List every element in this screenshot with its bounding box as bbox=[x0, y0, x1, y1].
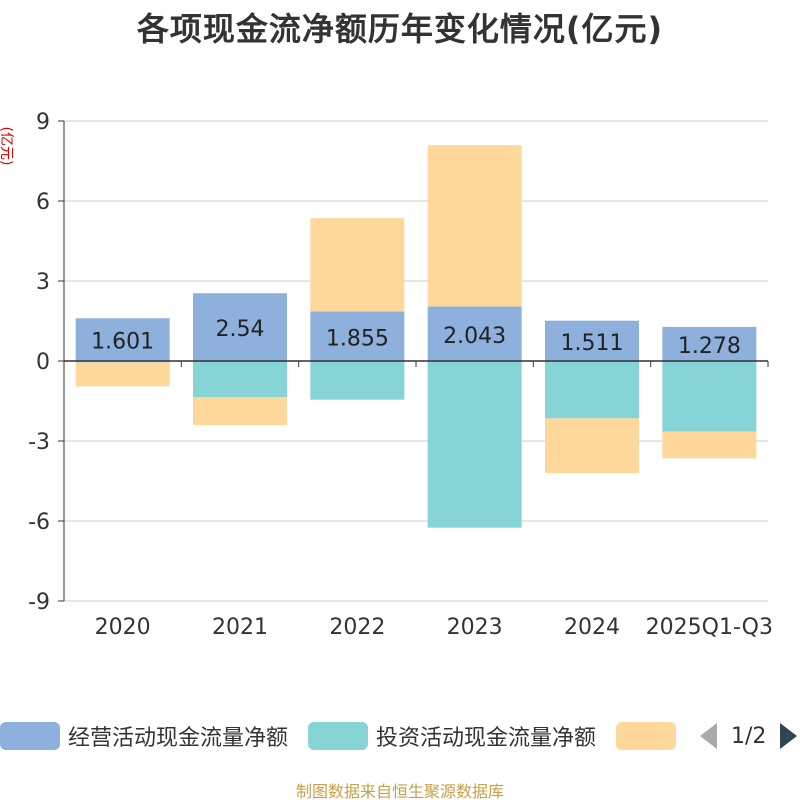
data-label: 1.511 bbox=[561, 331, 624, 356]
legend-swatch bbox=[0, 722, 60, 750]
bar-series-1[interactable] bbox=[662, 361, 757, 432]
data-label: 2.54 bbox=[216, 317, 265, 342]
y-tick-label: -6 bbox=[28, 510, 50, 535]
legend-item-investing[interactable]: 投资活动现金流量净额 bbox=[308, 720, 596, 752]
data-source-note: 制图数据来自恒生聚源数据库 bbox=[295, 782, 504, 801]
x-tick-label: 2025Q1-Q3 bbox=[646, 615, 773, 640]
legend-label: 经营活动现金流量净额 bbox=[68, 726, 289, 751]
y-tick-label: -9 bbox=[28, 590, 50, 615]
data-label: 1.601 bbox=[91, 330, 154, 355]
bar-series-2[interactable] bbox=[310, 218, 405, 312]
bar-series-0[interactable] bbox=[193, 293, 287, 361]
x-tick-label: 2021 bbox=[212, 615, 268, 640]
y-tick-label: 0 bbox=[36, 350, 50, 375]
x-tick-label: 2022 bbox=[329, 615, 385, 640]
bar-series-0[interactable] bbox=[662, 326, 757, 361]
x-tick-label: 2020 bbox=[95, 615, 151, 640]
next-page-icon[interactable] bbox=[780, 723, 798, 749]
bar-series-0[interactable] bbox=[427, 306, 522, 361]
bar-series-2[interactable] bbox=[427, 145, 522, 307]
bar-series-1[interactable] bbox=[193, 361, 287, 397]
legend: 经营活动现金流量净额 投资活动现金流量净额 1/2 bbox=[0, 716, 800, 756]
bar-series-1[interactable] bbox=[545, 361, 639, 419]
y-axis-label: (亿元) bbox=[0, 127, 14, 166]
x-tick-label: 2023 bbox=[447, 615, 503, 640]
bar-series-0[interactable] bbox=[545, 320, 639, 361]
y-tick-label: 9 bbox=[36, 110, 50, 135]
y-tick-label: 6 bbox=[36, 190, 50, 215]
bar-series-2[interactable] bbox=[662, 431, 757, 459]
bar-series-1[interactable] bbox=[310, 361, 405, 400]
bar-series-0[interactable] bbox=[75, 318, 170, 361]
y-tick-label: 3 bbox=[36, 270, 50, 295]
bar-series-1[interactable] bbox=[427, 361, 522, 528]
chart-title: 各项现金流净额历年变化情况(亿元) bbox=[136, 10, 664, 48]
bar-series-0[interactable] bbox=[310, 311, 405, 361]
previous-page-icon[interactable] bbox=[700, 723, 717, 749]
legend-page-indicator: 1/2 bbox=[731, 723, 767, 749]
legend-pager: 1/2 bbox=[700, 716, 798, 756]
data-label: 1.278 bbox=[678, 334, 741, 359]
legend-swatch bbox=[616, 722, 677, 750]
x-tick-label: 2024 bbox=[564, 615, 620, 640]
y-tick-label: -3 bbox=[28, 430, 50, 455]
bar-series-2[interactable] bbox=[193, 397, 287, 425]
bar-series-2[interactable] bbox=[75, 362, 170, 387]
data-label: 1.855 bbox=[326, 326, 389, 351]
legend-item-operating[interactable]: 经营活动现金流量净额 bbox=[0, 720, 288, 752]
legend-item-financing[interactable] bbox=[616, 722, 684, 750]
legend-swatch bbox=[308, 722, 369, 750]
bar-series-2[interactable] bbox=[545, 418, 639, 473]
legend-label: 投资活动现金流量净额 bbox=[376, 726, 597, 751]
data-label: 2.043 bbox=[443, 324, 506, 349]
